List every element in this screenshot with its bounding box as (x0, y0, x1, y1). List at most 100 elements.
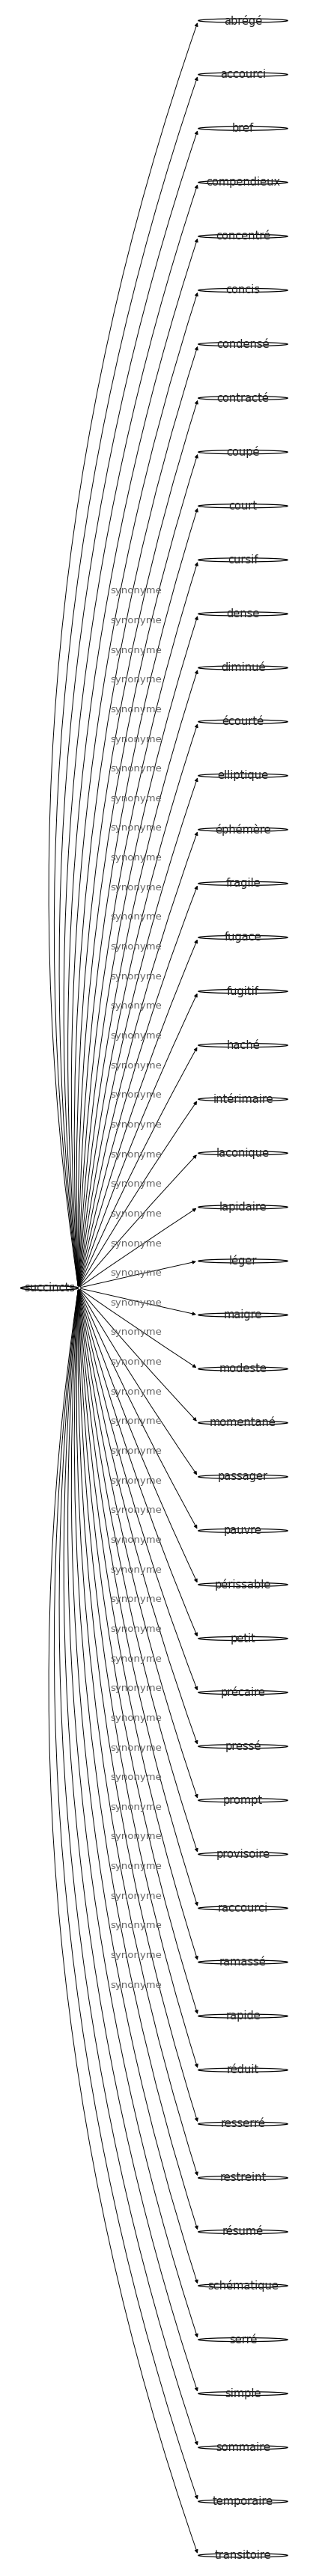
Text: synonyme: synonyme (110, 1002, 162, 1010)
Text: synonyme: synonyme (110, 1476, 162, 1486)
Text: simple: simple (224, 2388, 261, 2398)
Text: synonyme: synonyme (110, 765, 162, 773)
FancyArrowPatch shape (59, 131, 197, 1285)
FancyArrowPatch shape (79, 1291, 197, 1582)
FancyArrowPatch shape (79, 1291, 196, 1473)
Text: synonyme: synonyme (110, 1595, 162, 1605)
Text: modeste: modeste (219, 1363, 266, 1376)
Text: cursif: cursif (227, 554, 257, 567)
Ellipse shape (198, 2285, 287, 2287)
FancyArrowPatch shape (68, 1291, 197, 2336)
Text: synonyme: synonyme (110, 1772, 162, 1783)
Text: synonyme: synonyme (110, 1654, 162, 1664)
Ellipse shape (21, 1285, 78, 1291)
Text: haché: haché (226, 1041, 259, 1051)
Text: provisoire: provisoire (216, 1850, 269, 1860)
Text: léger: léger (228, 1255, 256, 1267)
Text: synonyme: synonyme (110, 1832, 162, 1842)
Text: accourci: accourci (219, 70, 265, 80)
FancyArrowPatch shape (78, 1291, 197, 2014)
Text: synonyme: synonyme (110, 1208, 162, 1218)
Ellipse shape (198, 180, 287, 185)
Text: résumé: résumé (222, 2226, 263, 2239)
FancyArrowPatch shape (79, 1291, 197, 1636)
Text: synonyme: synonyme (110, 943, 162, 951)
Text: schématique: schématique (207, 2280, 278, 2293)
Text: synonyme: synonyme (110, 587, 162, 595)
Ellipse shape (198, 234, 287, 237)
FancyArrowPatch shape (63, 185, 197, 1285)
Text: synonyme: synonyme (110, 1744, 162, 1752)
Ellipse shape (198, 989, 287, 994)
Text: sommaire: sommaire (215, 2442, 270, 2452)
Ellipse shape (198, 343, 287, 345)
FancyArrowPatch shape (71, 1291, 197, 2282)
FancyArrowPatch shape (79, 940, 197, 1285)
Text: synonyme: synonyme (110, 1950, 162, 1960)
Text: synonyme: synonyme (110, 616, 162, 626)
Ellipse shape (198, 1151, 287, 1154)
FancyArrowPatch shape (78, 724, 197, 1285)
FancyArrowPatch shape (59, 1291, 197, 2445)
Ellipse shape (198, 1314, 287, 1316)
Text: fragile: fragile (225, 878, 260, 889)
Text: serré: serré (228, 2334, 256, 2344)
Text: synonyme: synonyme (110, 1121, 162, 1131)
Text: contracté: contracté (216, 392, 269, 404)
Text: synonyme: synonyme (110, 1061, 162, 1072)
Ellipse shape (198, 1798, 287, 1803)
Ellipse shape (198, 881, 287, 886)
Ellipse shape (198, 1528, 287, 1533)
FancyArrowPatch shape (80, 1288, 195, 1316)
FancyArrowPatch shape (78, 507, 197, 1285)
Text: périssable: périssable (214, 1579, 271, 1589)
FancyArrowPatch shape (78, 456, 197, 1285)
Text: pressé: pressé (224, 1741, 261, 1752)
Text: concentré: concentré (215, 232, 270, 242)
Text: synonyme: synonyme (110, 1417, 162, 1427)
Text: précaire: précaire (220, 1687, 265, 1698)
Ellipse shape (198, 2391, 287, 2396)
FancyArrowPatch shape (78, 670, 197, 1285)
FancyArrowPatch shape (74, 1291, 197, 2228)
FancyArrowPatch shape (80, 1260, 195, 1288)
Ellipse shape (198, 18, 287, 23)
Text: intérimaire: intérimaire (212, 1095, 272, 1105)
Text: petit: petit (230, 1633, 255, 1643)
Text: laconique: laconique (216, 1146, 269, 1159)
Text: synonyme: synonyme (110, 647, 162, 654)
Text: synonyme: synonyme (110, 1030, 162, 1041)
Text: resserré: resserré (220, 2117, 265, 2130)
Text: diminué: diminué (220, 662, 265, 672)
Ellipse shape (198, 1422, 287, 1425)
FancyArrowPatch shape (74, 348, 197, 1285)
Ellipse shape (198, 1368, 287, 1370)
Text: elliptique: elliptique (217, 770, 268, 781)
Text: synonyme: synonyme (110, 884, 162, 891)
Text: temporaire: temporaire (212, 2496, 273, 2506)
Ellipse shape (198, 2445, 287, 2450)
FancyArrowPatch shape (79, 1154, 196, 1285)
Text: dense: dense (226, 608, 259, 618)
Ellipse shape (198, 1960, 287, 1963)
Text: synonyme: synonyme (110, 1922, 162, 1929)
Ellipse shape (198, 1097, 287, 1100)
Text: restreint: restreint (219, 2172, 266, 2184)
FancyArrowPatch shape (79, 1291, 197, 1528)
Text: succincts: succincts (24, 1283, 75, 1293)
Ellipse shape (198, 2177, 287, 2179)
Ellipse shape (198, 665, 287, 670)
FancyArrowPatch shape (78, 1291, 197, 1798)
Ellipse shape (198, 1690, 287, 1695)
Text: synonyme: synonyme (110, 1535, 162, 1546)
Text: momentané: momentané (209, 1417, 276, 1430)
Ellipse shape (198, 1636, 287, 1641)
FancyArrowPatch shape (78, 1291, 197, 1744)
FancyArrowPatch shape (68, 240, 197, 1285)
Text: synonyme: synonyme (110, 1090, 162, 1100)
Ellipse shape (198, 72, 287, 77)
Text: synonyme: synonyme (110, 1891, 162, 1901)
Ellipse shape (198, 451, 287, 453)
FancyArrowPatch shape (78, 1291, 197, 1852)
Text: fugitif: fugitif (226, 987, 258, 997)
